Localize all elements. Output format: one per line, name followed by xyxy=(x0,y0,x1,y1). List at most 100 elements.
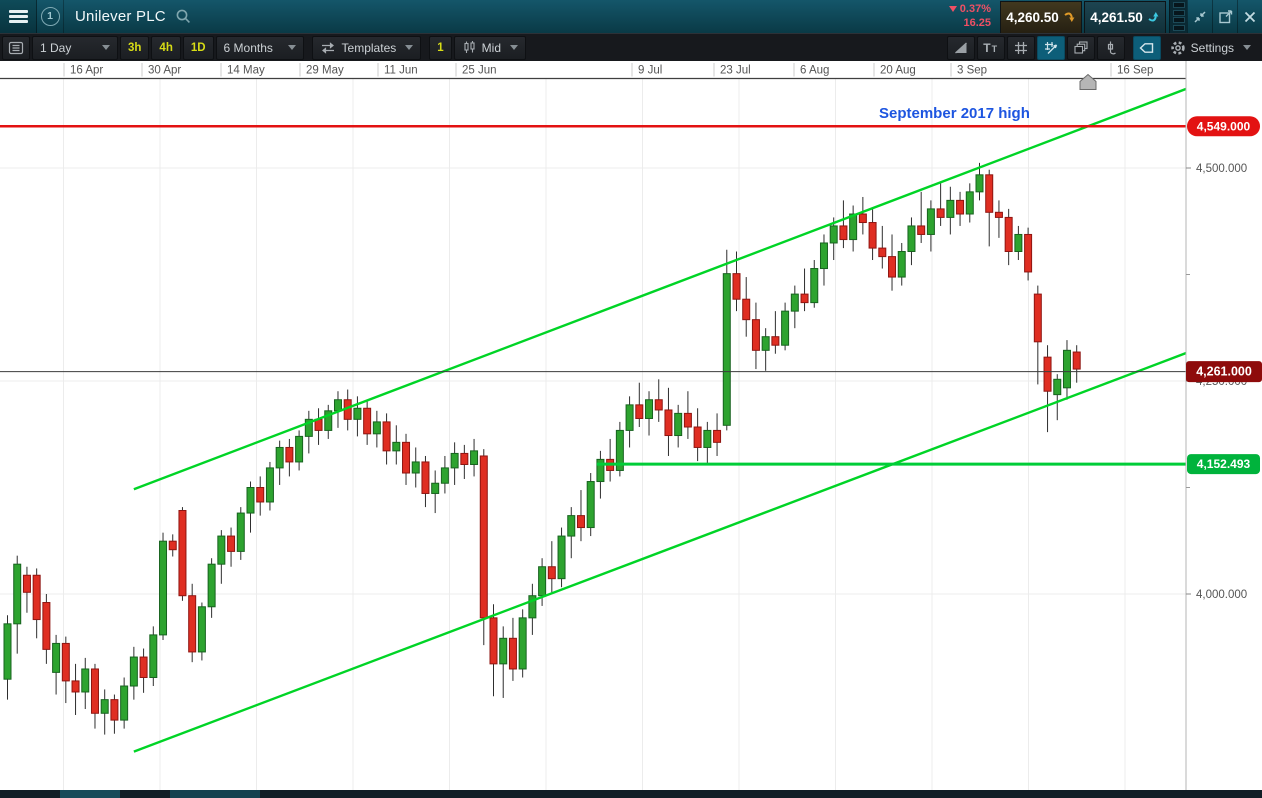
candle-down xyxy=(22,574,31,593)
date-tick-label: 29 May xyxy=(306,65,344,77)
candle-up xyxy=(907,225,916,252)
period-dropdown[interactable]: 1 Day xyxy=(32,35,118,60)
candle-up xyxy=(207,563,216,608)
candle-up xyxy=(499,637,508,665)
settings-label: Settings xyxy=(1190,40,1234,55)
current-price-pill[interactable] xyxy=(1186,361,1262,383)
price-axis[interactable]: 4,500.0004,250.0004,000.0004,549.0004,15… xyxy=(1185,61,1262,790)
chart-annotation[interactable]: September 2017 high xyxy=(879,105,1030,122)
candle-width-button[interactable]: 1 xyxy=(429,35,452,60)
chart-toolbar: 1 Day 3h 4h 1D 6 Months Templates 1 Mid … xyxy=(0,33,1262,61)
candle-down xyxy=(683,412,692,428)
candle-up xyxy=(120,685,129,721)
candle-up xyxy=(781,310,790,346)
templates-icon xyxy=(321,41,334,54)
candle-up xyxy=(392,441,401,452)
candle-up xyxy=(295,435,304,463)
quick-period-3h-button[interactable]: 3h xyxy=(120,35,150,60)
quick-period-1d-button[interactable]: 1D xyxy=(182,35,214,60)
candle-up xyxy=(197,606,206,653)
date-axis[interactable]: 16 Apr 30 Apr 14 May 29 May 11 Jun 25 Jun 9 Ju… xyxy=(63,63,1252,77)
range-value: 6 Months xyxy=(223,40,273,55)
candle-up xyxy=(246,487,255,514)
window-number-badge[interactable]: 1 xyxy=(37,0,64,33)
candle-down xyxy=(936,208,945,218)
instrument-list-button[interactable] xyxy=(2,35,30,60)
depth-ladder-button[interactable] xyxy=(1169,0,1187,33)
candle-up xyxy=(1062,349,1071,389)
chevron-down-icon xyxy=(102,45,110,50)
candle-up xyxy=(586,481,595,529)
candle-up xyxy=(897,250,906,278)
candle-down xyxy=(256,487,265,503)
candle-up xyxy=(596,458,605,483)
candle-down xyxy=(771,336,780,346)
candle-down xyxy=(635,404,644,419)
candle-down xyxy=(742,298,751,321)
event-marker-icon[interactable] xyxy=(1079,73,1097,90)
text-tool-button[interactable]: TT xyxy=(976,35,1005,60)
candle-down xyxy=(61,642,70,682)
candle-down xyxy=(479,455,488,619)
collapse-window-button[interactable] xyxy=(1187,0,1212,33)
order-tool-button[interactable] xyxy=(1096,35,1125,60)
range-dropdown[interactable]: 6 Months xyxy=(215,35,304,60)
candle-up xyxy=(528,595,537,619)
quick-period-4h-button[interactable]: 4h xyxy=(151,35,181,60)
candle-down xyxy=(42,602,51,650)
date-tick-label: 9 Jul xyxy=(638,65,662,77)
price-mode-dropdown[interactable]: Mid xyxy=(453,35,526,60)
candle-up xyxy=(470,450,479,465)
sell-price-button[interactable]: 4,260.50 xyxy=(1000,0,1082,34)
candle-up xyxy=(722,273,731,426)
close-window-button[interactable] xyxy=(1237,0,1262,33)
date-tick-label: 11 Jun xyxy=(384,65,418,77)
settings-dropdown[interactable]: Settings xyxy=(1163,37,1258,59)
resistance-price-pill[interactable] xyxy=(1187,116,1260,137)
candle-up xyxy=(819,242,828,270)
trend-ramp-icon xyxy=(954,41,967,54)
candle-up xyxy=(13,563,22,625)
grid-icon xyxy=(1014,41,1027,54)
candle-up xyxy=(810,268,819,304)
layers-icon xyxy=(1074,40,1088,54)
candle-up xyxy=(275,446,284,469)
candle-up xyxy=(1014,233,1023,252)
trend-channel-lower[interactable] xyxy=(133,351,1187,753)
candle-down xyxy=(188,595,197,653)
close-icon xyxy=(1244,11,1256,22)
candle-up xyxy=(411,461,420,474)
candle-down xyxy=(363,407,372,435)
candle-down xyxy=(994,211,1003,218)
candle-down xyxy=(693,426,702,448)
period-value: 1 Day xyxy=(40,40,72,55)
trend-channel-upper[interactable] xyxy=(133,87,1187,491)
candle-up xyxy=(567,515,576,537)
popout-window-button[interactable] xyxy=(1212,0,1237,33)
price-chart[interactable]: 16 Apr 30 Apr 14 May 29 May 11 Jun 25 Jun 9 Ju… xyxy=(0,61,1262,798)
buy-price-button[interactable]: 4,261.50 xyxy=(1084,0,1166,34)
text-tool-icon: TT xyxy=(983,40,999,55)
support-price-pill[interactable] xyxy=(1187,454,1260,475)
candle-down xyxy=(489,617,498,665)
plot-area[interactable] xyxy=(0,87,1187,753)
grid-button[interactable] xyxy=(1006,35,1035,60)
templates-dropdown[interactable]: Templates xyxy=(311,35,422,60)
layers-button[interactable] xyxy=(1066,35,1095,60)
buy-price-value: 4,261.50 xyxy=(1090,9,1143,25)
price-label-button[interactable] xyxy=(1132,35,1161,60)
candle-up xyxy=(304,418,313,437)
down-triangle-icon xyxy=(948,5,957,12)
price-label-icon xyxy=(1139,42,1154,53)
date-tick-label: 3 Sep xyxy=(957,65,987,77)
change-percent: 0.37% xyxy=(959,2,991,15)
candle-down xyxy=(839,225,848,241)
drawing-tools-button[interactable] xyxy=(1036,35,1065,60)
candle-up xyxy=(100,699,109,714)
gear-icon xyxy=(1170,40,1185,55)
date-tick-label: 30 Apr xyxy=(148,65,181,77)
trend-ramp-tool-button[interactable] xyxy=(946,35,975,60)
candle-up xyxy=(849,213,858,241)
hamburger-menu-button[interactable] xyxy=(0,0,37,33)
search-icon[interactable] xyxy=(175,0,192,33)
